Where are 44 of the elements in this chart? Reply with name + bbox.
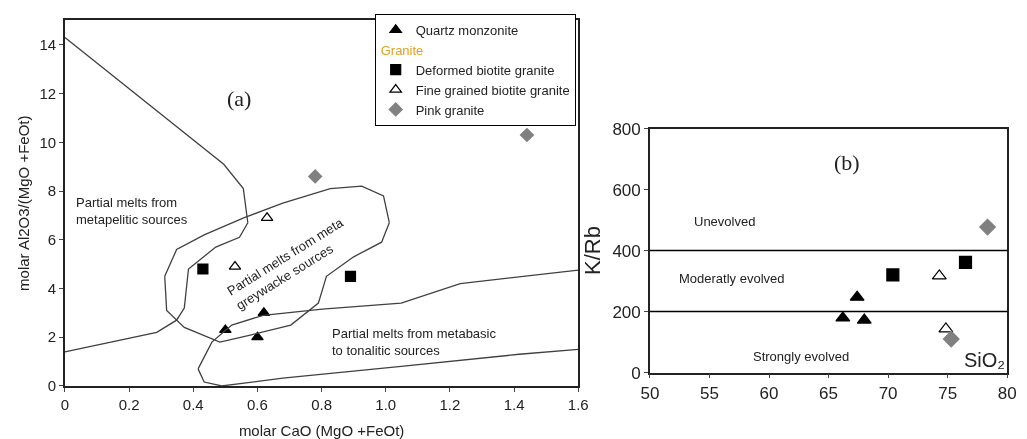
y-axis-title: K/Rb [579,226,605,276]
y-tick-label: 800 [612,119,641,139]
annotation: Partial melts from metapelitic sources [76,195,188,227]
x-tick-label: 75 [938,383,958,403]
y-tick-label: 14 [39,36,57,54]
x-tick-label: 55 [700,383,719,403]
x-axis-title: molar CaO (MgO +FeOt) [238,422,405,439]
annotation: (b) [834,150,860,175]
legend-label: Fine grained biotite granite [415,82,570,98]
x-tick-label: 1.0 [375,395,397,413]
x-tick-label: 1.4 [503,395,525,413]
x-tick-label: 0.4 [182,395,204,413]
x-tick-label: 0.8 [311,395,333,413]
legend-label: Pink granite [415,102,485,118]
annotation: Partial melts from metabasic to tonalitic sources [332,326,497,358]
x-tick-label: 50 [640,383,660,403]
y-tick-label: 6 [47,231,57,249]
x-tick-label: 65 [819,383,839,403]
x-tick-label: 70 [878,383,898,403]
y-axis-title: molar Al2O3/(MgO +FeOt) [15,115,33,291]
y-tick-label: 10 [39,133,57,151]
legend-label: Deformed biotite granite [415,62,555,78]
y-tick-label: 400 [612,241,641,261]
annotation: (a) [227,86,252,111]
y-tick-label: 12 [39,84,57,102]
x-tick-label: 0.2 [118,395,140,413]
legend-label: Quartz monzonite [415,22,519,38]
x-tick-label: 1.2 [439,395,461,413]
y-tick-label: 0 [631,363,641,383]
x-tick-label: 60 [759,383,779,403]
x-axis-title: SiO₂ [964,349,1006,371]
legend-title: Granite [380,42,424,58]
y-tick-label: 2 [47,328,57,346]
annotation: Moderatly evolved [679,271,785,286]
y-tick-label: 8 [47,182,57,200]
y-tick-label: 200 [612,302,641,322]
x-tick-label: 1.6 [567,395,589,413]
x-tick-label: 0 [60,395,70,413]
x-tick-label: 0.6 [247,395,268,413]
y-tick-label: 4 [47,279,57,297]
annotation: Unevolved [694,214,756,229]
x-tick-label: 80 [997,383,1017,403]
annotation: Strongly evolved [753,349,850,364]
y-tick-label: 600 [612,180,641,200]
